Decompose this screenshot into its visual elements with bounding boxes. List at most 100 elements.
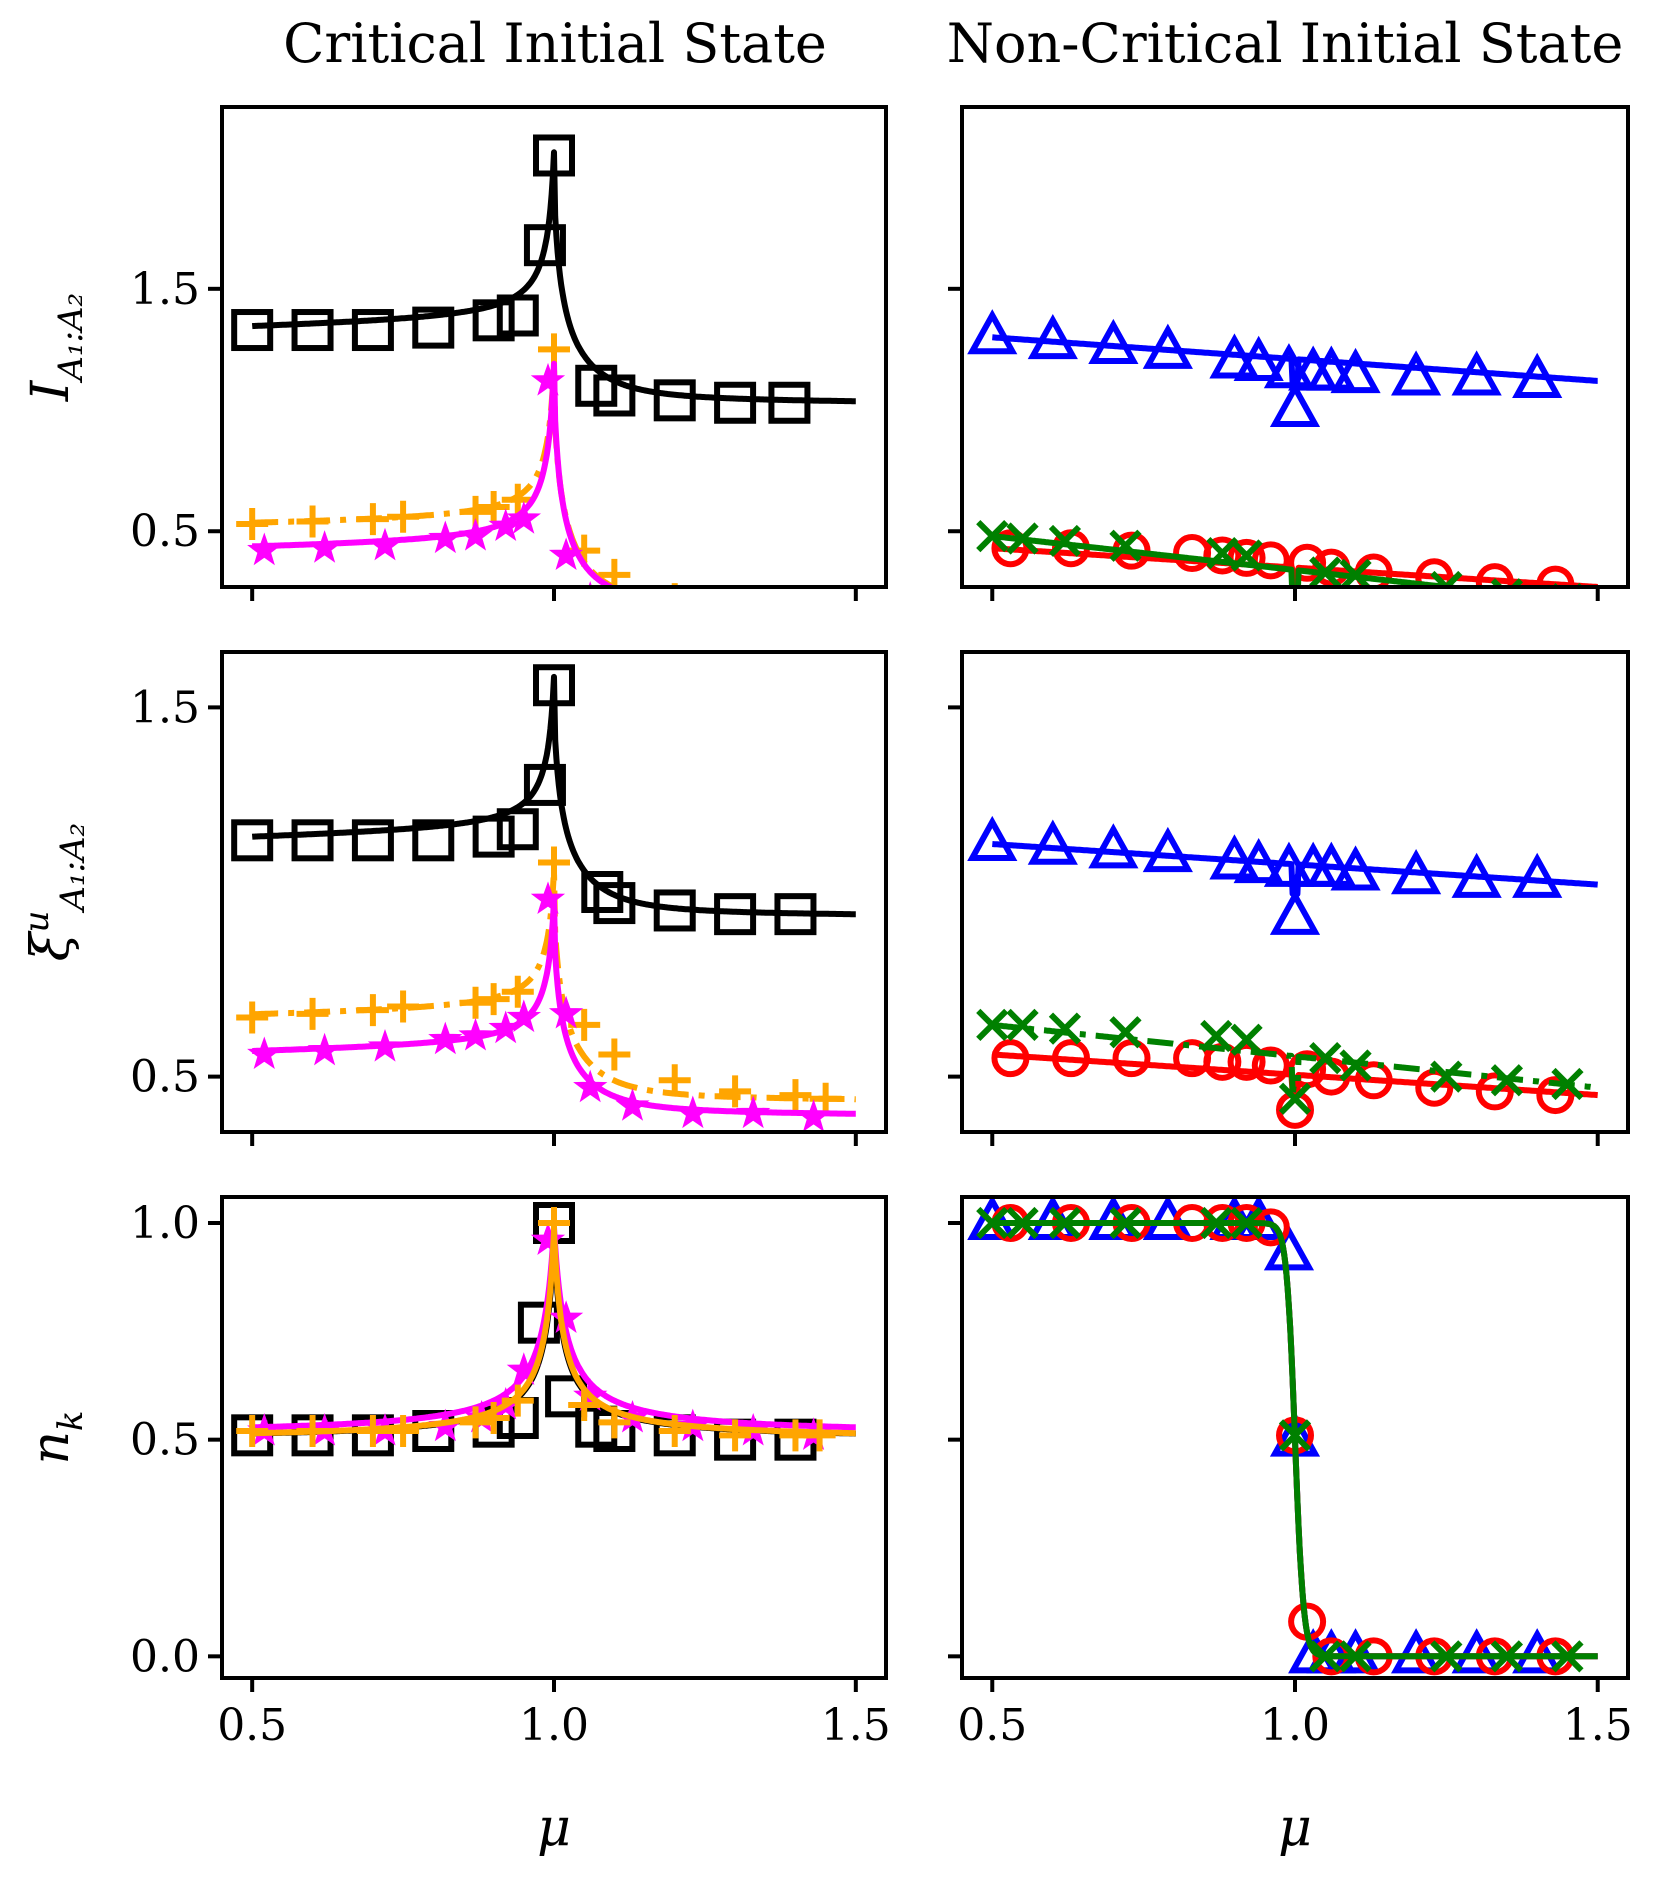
marker-star (428, 520, 463, 554)
y-tick-label: 1.0 (130, 1198, 200, 1249)
marker-x (976, 1008, 1009, 1042)
marker-x (1490, 578, 1524, 587)
marker-square (496, 294, 539, 337)
marker-plus (459, 986, 492, 1019)
series-line-magenta (250, 897, 858, 1117)
marker-square (231, 819, 274, 862)
marker-square (768, 381, 811, 424)
x-tick-label: 1.5 (821, 1700, 891, 1751)
marker-plus (501, 483, 534, 516)
marker-square (653, 889, 696, 932)
marker-x (1309, 556, 1342, 587)
marker-circle (1536, 565, 1575, 587)
x-tick-label: 0.5 (957, 1700, 1027, 1751)
x-axis-label: μ (537, 1798, 571, 1858)
x-tick-label: 0.5 (217, 1700, 287, 1751)
marker-square (291, 819, 334, 862)
marker-x (1048, 1012, 1082, 1045)
marker-triangle (1390, 350, 1442, 396)
marker-square (714, 381, 757, 424)
marker-star (530, 881, 566, 914)
marker-square (351, 309, 394, 352)
marker-x (1230, 1206, 1263, 1240)
marker-square (496, 808, 539, 851)
marker-plus (803, 1419, 836, 1452)
marker-x (1006, 1206, 1039, 1240)
marker-triangle (1330, 845, 1381, 891)
y-axis-label-sub: A₁:A₂ (53, 823, 93, 914)
series-markers-blue (967, 309, 1563, 428)
series-markers-green (976, 519, 1584, 587)
marker-square (472, 299, 515, 342)
y-tick-label: 0.0 (130, 1631, 200, 1682)
marker-plus (236, 1001, 269, 1034)
marker-plus (538, 333, 570, 366)
marker-circle (1251, 1046, 1290, 1085)
marker-star (530, 362, 566, 396)
marker-plus (356, 994, 389, 1027)
series-markers-black (231, 134, 811, 424)
y-axis-label-sub: A₁:A₂ (51, 293, 91, 384)
marker-x (1309, 1640, 1342, 1673)
series-markers-magenta (247, 881, 831, 1132)
panel-r2-c0: 0.5 1.0 1.5 0.0 0.5 1.0 μ nk (21, 1195, 891, 1858)
marker-star (615, 1088, 650, 1121)
series-markers-green (976, 1206, 1584, 1673)
marker-circle (1276, 1090, 1314, 1129)
marker-triangle (967, 309, 1018, 355)
marker-x (1490, 1064, 1524, 1097)
y-axis-label: nk (21, 1410, 91, 1464)
marker-plus (296, 1415, 329, 1447)
marker-plus (719, 1419, 752, 1452)
marker-square (472, 815, 515, 858)
series-line-green (990, 1021, 1600, 1093)
marker-star (799, 599, 828, 626)
marker-plus (501, 1384, 534, 1417)
marker-triangle (967, 1197, 1018, 1240)
marker-triangle (1451, 852, 1502, 898)
marker-plus (779, 598, 811, 630)
marker-triangle (1233, 335, 1284, 381)
marker-circle (1112, 1039, 1151, 1078)
marker-x (1490, 1640, 1524, 1673)
marker-circle (1173, 534, 1212, 573)
marker-triangle (1142, 826, 1193, 873)
marker-star (548, 1300, 584, 1333)
marker-star (618, 596, 647, 623)
marker-square (593, 374, 636, 417)
marker-x (1430, 1060, 1463, 1093)
x-axis-label: μ (1278, 1798, 1312, 1858)
marker-plus (387, 500, 420, 533)
marker-plus (779, 1079, 812, 1112)
marker-star (367, 1029, 403, 1062)
marker-plus (658, 1064, 691, 1097)
marker-triangle (967, 815, 1018, 861)
series-line-green (990, 533, 1474, 587)
y-axis-label-sub: k (51, 1410, 91, 1431)
marker-x (1230, 1023, 1263, 1056)
marker-x (1551, 1640, 1584, 1673)
y-tick-label: 0.5 (130, 1052, 200, 1103)
marker-star (247, 1036, 282, 1070)
marker-square (593, 882, 636, 925)
panel-plot-area (967, 815, 1600, 1129)
marker-triangle (1088, 823, 1139, 869)
series-markers-orange (236, 846, 842, 1115)
marker-star (548, 537, 584, 571)
marker-circle (1354, 1061, 1393, 1100)
marker-x (1278, 1082, 1312, 1115)
series-markers-magenta (247, 362, 828, 626)
marker-triangle (1233, 837, 1284, 884)
marker-x (1230, 539, 1263, 572)
y-axis-label: ξuA₁:A₂ (17, 823, 93, 961)
marker-x (1109, 1016, 1142, 1049)
marker-plus (477, 983, 510, 1016)
marker-x (1339, 1640, 1372, 1673)
marker-x (1006, 522, 1039, 555)
marker-circle (1536, 1076, 1575, 1115)
marker-x (1309, 1042, 1342, 1075)
marker-square (653, 379, 696, 422)
marker-star (506, 999, 542, 1033)
panel-plot-area (231, 1202, 858, 1461)
marker-plus (459, 1406, 492, 1439)
